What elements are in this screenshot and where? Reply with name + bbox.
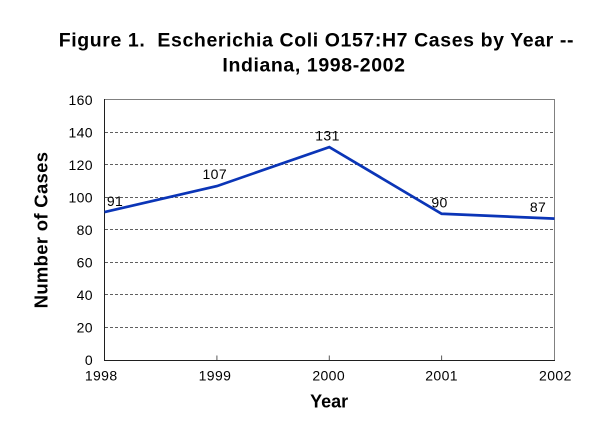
svg-text:140: 140 [68,124,93,140]
svg-text:Figure 1. Escherichia Coli O1: Figure 1. Escherichia Coli O157:H7 Cases… [59,29,574,51]
svg-text:87: 87 [530,199,546,215]
svg-text:2001: 2001 [425,368,458,384]
svg-text:2002: 2002 [539,368,572,384]
svg-text:Number of Cases: Number of Cases [30,152,51,309]
svg-text:0: 0 [85,352,93,368]
svg-text:60: 60 [77,254,93,270]
svg-text:2000: 2000 [312,368,345,384]
svg-text:160: 160 [68,92,93,108]
svg-text:100: 100 [68,189,93,205]
svg-text:80: 80 [77,222,93,238]
svg-text:90: 90 [431,195,447,211]
svg-text:Indiana, 1998-2002: Indiana, 1998-2002 [222,55,405,77]
svg-text:20: 20 [77,319,93,335]
svg-text:131: 131 [315,128,340,144]
svg-text:40: 40 [77,287,93,303]
svg-text:107: 107 [202,166,227,182]
svg-text:Year: Year [310,392,348,412]
svg-text:120: 120 [68,157,93,173]
svg-text:91: 91 [107,193,123,209]
svg-text:1999: 1999 [199,368,232,384]
svg-text:1998: 1998 [85,368,118,384]
